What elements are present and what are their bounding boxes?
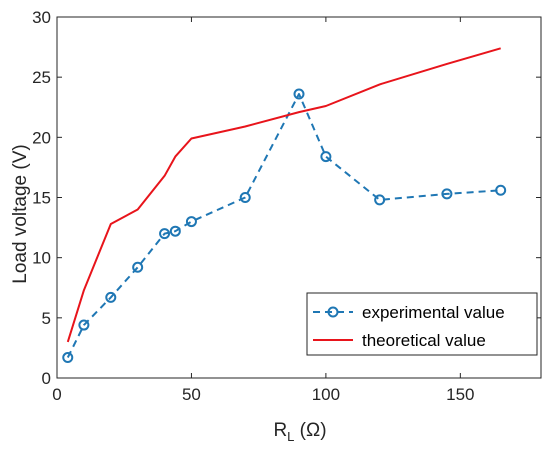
legend-label-theoretical: theoretical value: [362, 331, 486, 350]
y-tick-label: 25: [32, 68, 51, 87]
legend-swatch-experimental-marker: [327, 306, 339, 318]
y-tick-label: 5: [42, 309, 51, 328]
data-point-experimental: [239, 192, 251, 203]
x-tick-label: 150: [446, 385, 474, 404]
data-point-experimental: [169, 225, 181, 237]
x-tick-label: 0: [52, 385, 61, 404]
data-point-experimental: [320, 151, 332, 163]
data-point-experimental: [132, 261, 144, 273]
y-tick-label: 15: [32, 189, 51, 208]
data-point-experimental: [293, 88, 305, 100]
data-point-experimental: [62, 352, 74, 364]
axes: 0 50 100 150 0 5 10 15 20 25 30: [32, 8, 542, 404]
data-point-experimental: [105, 291, 117, 303]
y-tick-label: 30: [32, 8, 51, 27]
x-tick-label: 100: [312, 385, 340, 404]
data-point-experimental: [441, 188, 453, 200]
legend-box: [306, 292, 538, 356]
legend-label-experimental: experimental value: [362, 303, 505, 322]
data-point-experimental: [374, 194, 386, 206]
data-point-experimental: [185, 216, 197, 228]
series-layer: [62, 47, 507, 364]
series-line-experimental: [66, 93, 501, 358]
x-axis-label: RL (Ω): [273, 420, 326, 444]
legend: experimental value theoretical value: [306, 292, 538, 356]
data-point-experimental: [159, 228, 171, 240]
x-tick-label: 50: [182, 385, 201, 404]
y-tick-label: 0: [42, 369, 51, 388]
x-axis-label-main: R: [273, 420, 287, 441]
data-point-experimental: [78, 319, 90, 331]
x-axis-label-subscript: L: [287, 429, 294, 444]
y-axis-label: Load voltage (V): [10, 144, 31, 283]
y-tick-label: 10: [32, 249, 51, 268]
series-line-theoretical: [66, 47, 501, 343]
y-tick-label: 20: [32, 128, 51, 147]
x-axis-label-unit: (Ω): [294, 420, 326, 441]
data-point-experimental: [495, 184, 507, 196]
